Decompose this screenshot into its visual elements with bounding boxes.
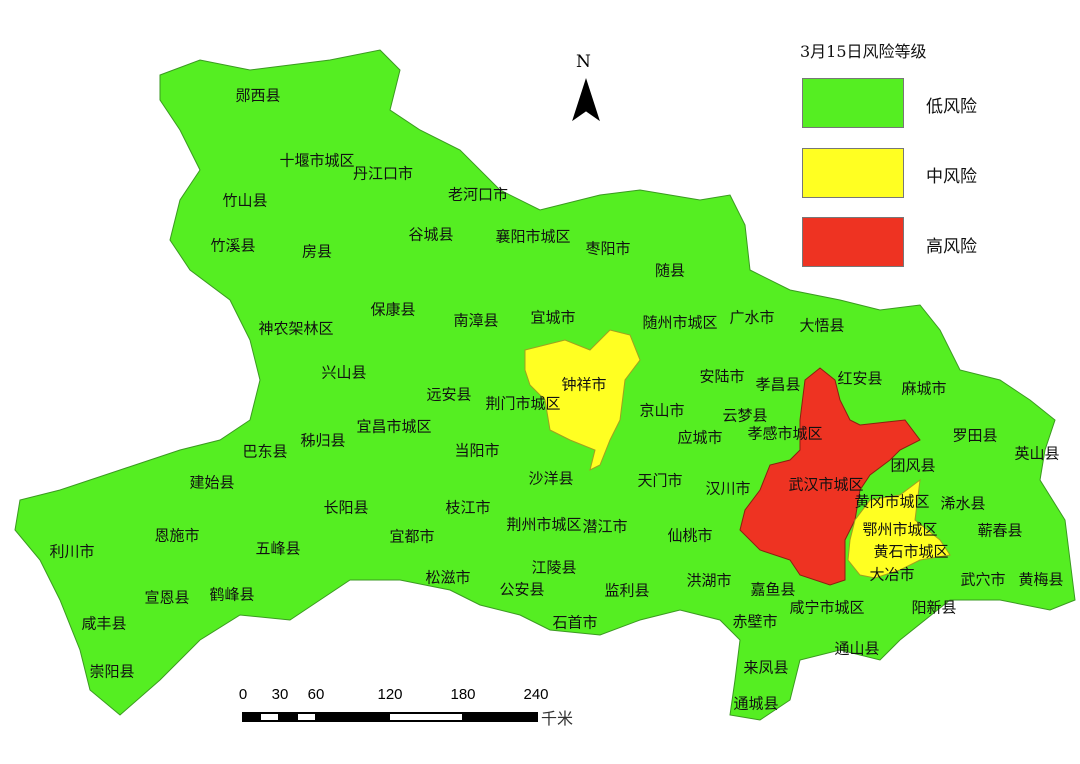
region-label: 枣阳市 xyxy=(585,239,631,258)
region-label: 荆州市城区 xyxy=(506,515,582,534)
region-label: 麻城市 xyxy=(901,379,947,398)
region-label: 应城市 xyxy=(677,428,723,447)
region-label: 宣恩县 xyxy=(144,588,190,607)
region-label: 神农架林区 xyxy=(258,319,334,338)
region-label: 通城县 xyxy=(733,694,779,713)
region-label: 远安县 xyxy=(426,385,472,404)
region-label: 团风县 xyxy=(890,456,936,475)
region-label: 宜城市 xyxy=(530,308,576,327)
region-label: 黄梅县 xyxy=(1018,570,1064,589)
legend-swatch-low xyxy=(802,78,904,128)
medium-risk-area-ezhou-huangshi xyxy=(847,478,951,579)
region-label: 谷城县 xyxy=(408,225,454,244)
legend-label-low: 低风险 xyxy=(926,97,977,117)
region-label: 仙桃市 xyxy=(667,526,713,545)
region-label: 阳新县 xyxy=(911,598,957,617)
region-label: 汉川市 xyxy=(705,479,751,498)
region-label: 公安县 xyxy=(499,580,545,599)
region-label: 松滋市 xyxy=(425,568,471,587)
region-label: 建始县 xyxy=(189,473,235,492)
legend-swatch-high xyxy=(802,217,904,267)
region-label: 来凤县 xyxy=(743,658,789,677)
legend-label-medium: 中风险 xyxy=(926,167,977,187)
region-label: 随县 xyxy=(654,261,686,280)
region-label: 通山县 xyxy=(834,639,880,658)
region-label: 竹山县 xyxy=(222,191,268,210)
region-label: 秭归县 xyxy=(300,431,346,450)
region-label: 京山市 xyxy=(639,401,685,420)
region-label: 利川市 xyxy=(49,542,95,561)
region-label: 天门市 xyxy=(637,471,683,490)
region-label: 枝江市 xyxy=(445,498,491,517)
region-label: 南漳县 xyxy=(453,311,499,330)
region-label: 兴山县 xyxy=(321,363,367,382)
region-label: 红安县 xyxy=(837,369,883,388)
region-label: 鄂州市城区 xyxy=(862,520,938,539)
region-label: 武汉市城区 xyxy=(788,475,864,494)
scale-tick: 120 xyxy=(377,686,403,703)
region-label: 荆门市城区 xyxy=(485,394,561,413)
medium-risk-area-zhongxiang xyxy=(524,329,641,471)
region-label: 老河口市 xyxy=(447,185,509,204)
region-label: 竹溪县 xyxy=(210,236,256,255)
region-label: 恩施市 xyxy=(154,526,200,545)
region-label: 房县 xyxy=(301,242,333,261)
region-label: 郧西县 xyxy=(235,86,281,105)
north-label: N xyxy=(576,52,591,72)
region-label: 长阳县 xyxy=(323,498,369,517)
region-label: 孝感市城区 xyxy=(747,424,823,443)
high-risk-area-wuhan xyxy=(739,367,921,586)
region-label: 宜昌市城区 xyxy=(356,417,432,436)
region-label: 江陵县 xyxy=(531,558,577,577)
region-label: 鹤峰县 xyxy=(209,585,255,604)
region-label: 黄冈市城区 xyxy=(854,492,930,511)
region-label: 咸丰县 xyxy=(81,614,127,633)
scale-tick: 60 xyxy=(307,686,325,703)
region-label: 英山县 xyxy=(1014,444,1060,463)
region-label: 潜江市 xyxy=(582,517,628,536)
region-label: 随州市城区 xyxy=(642,313,718,332)
scale-unit: 千米 xyxy=(541,709,574,728)
region-label: 黄石市城区 xyxy=(873,542,949,561)
scale-tick: 30 xyxy=(271,686,289,703)
region-label: 安陆市 xyxy=(699,367,745,386)
region-label: 浠水县 xyxy=(940,494,986,513)
region-label: 襄阳市城区 xyxy=(495,227,571,246)
scale-tick: 0 xyxy=(238,686,248,703)
legend-title: 3月15日风险等级 xyxy=(800,42,927,61)
north-arrow-icon xyxy=(572,78,600,122)
legend-swatch-medium xyxy=(802,148,904,198)
region-label: 嘉鱼县 xyxy=(750,580,796,599)
region-label: 罗田县 xyxy=(952,426,998,445)
region-label: 洪湖市 xyxy=(686,571,732,590)
region-label: 云梦县 xyxy=(722,406,768,425)
region-label: 广水市 xyxy=(729,308,775,327)
region-label: 石首市 xyxy=(552,613,598,632)
region-label: 十堰市城区 xyxy=(279,151,355,170)
region-label: 五峰县 xyxy=(255,539,301,558)
region-label: 宜都市 xyxy=(389,527,435,546)
region-label: 崇阳县 xyxy=(89,662,135,681)
region-label: 武穴市 xyxy=(960,570,1006,589)
region-label: 孝昌县 xyxy=(755,375,801,394)
region-label: 监利县 xyxy=(604,581,650,600)
region-label: 保康县 xyxy=(370,300,416,319)
region-label: 沙洋县 xyxy=(528,469,574,488)
region-label: 大悟县 xyxy=(799,316,845,335)
region-label: 赤壁市 xyxy=(732,612,778,631)
legend-label-high: 高风险 xyxy=(926,237,977,257)
region-label: 咸宁市城区 xyxy=(789,598,865,617)
region-label: 蕲春县 xyxy=(977,521,1023,540)
scale-tick: 240 xyxy=(523,686,549,703)
scale-bar xyxy=(242,712,538,722)
scale-tick: 180 xyxy=(450,686,476,703)
region-label: 钟祥市 xyxy=(561,375,607,394)
region-label: 当阳市 xyxy=(454,441,500,460)
region-label: 巴东县 xyxy=(242,442,288,461)
region-label: 丹江口市 xyxy=(352,164,414,183)
region-label: 大冶市 xyxy=(869,565,915,584)
